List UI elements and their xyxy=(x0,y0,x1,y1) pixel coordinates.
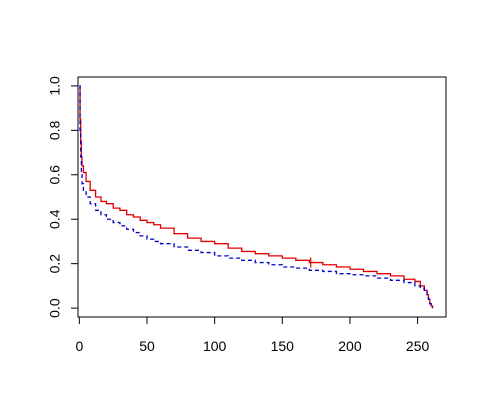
x-tick-label: 0 xyxy=(75,338,83,354)
plot-frame xyxy=(77,76,447,318)
series-layer xyxy=(79,85,434,309)
series-line-1 xyxy=(79,85,434,309)
x-tick-label: 100 xyxy=(203,338,227,354)
x-tick-label: 200 xyxy=(338,338,362,354)
y-tick-label: 0.6 xyxy=(47,165,63,185)
x-tick-label: 250 xyxy=(406,338,430,354)
x-axis: 0 50 100 150 200 250 xyxy=(75,316,430,354)
y-tick-label: 0.2 xyxy=(47,254,63,274)
y-tick-label: 1.0 xyxy=(47,76,63,96)
y-tick-label: 0.8 xyxy=(47,120,63,140)
series-line-0 xyxy=(79,85,434,309)
y-axis: 0.0 0.2 0.4 0.6 0.8 1.0 xyxy=(47,76,79,318)
y-tick-label: 0.4 xyxy=(47,209,63,229)
x-tick-label: 150 xyxy=(271,338,295,354)
x-tick-label: 50 xyxy=(139,338,155,354)
y-tick-label: 0.0 xyxy=(47,298,63,318)
